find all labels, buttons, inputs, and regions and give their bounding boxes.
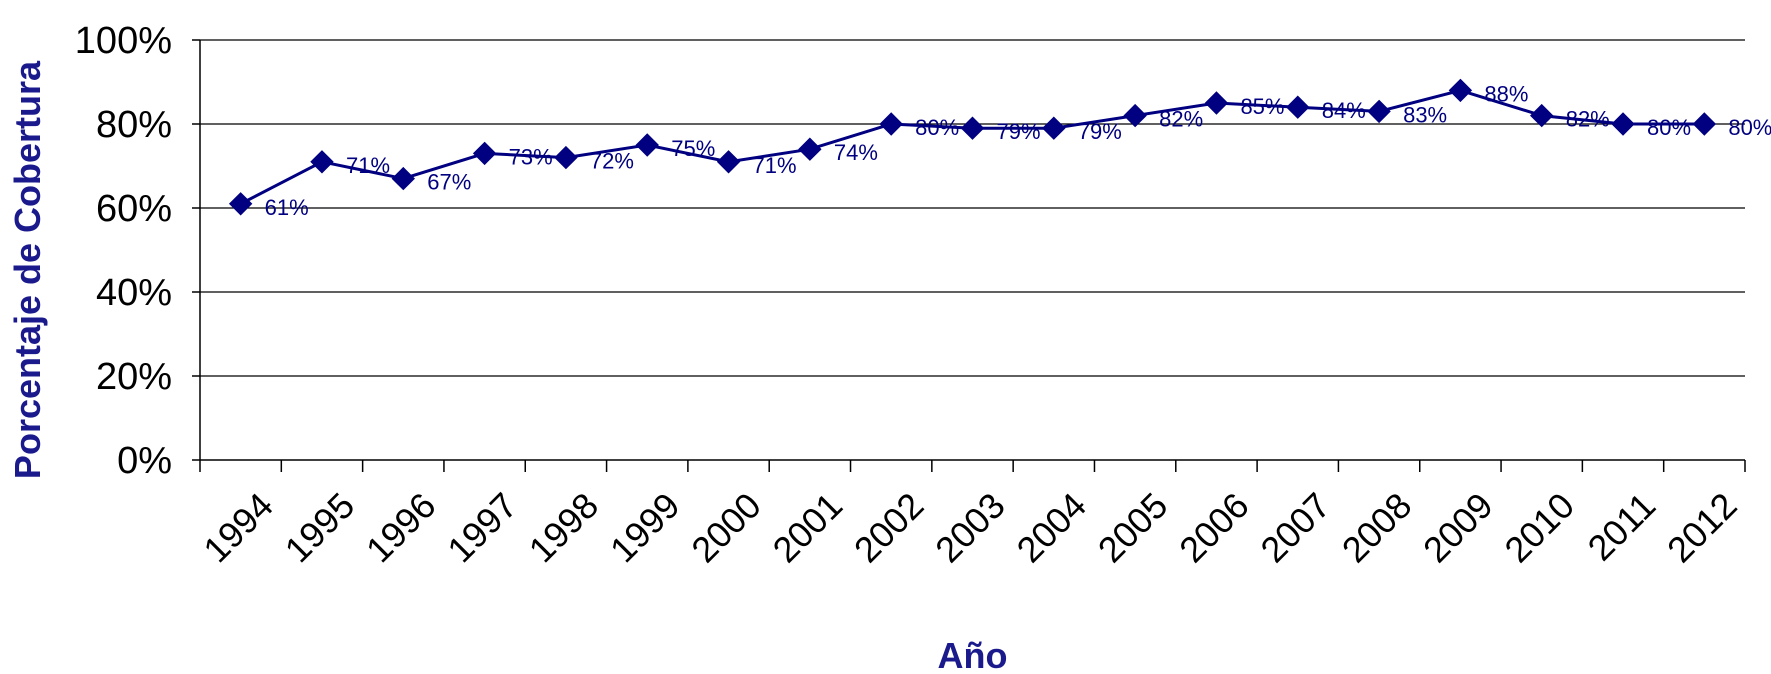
data-point-marker [879,112,903,136]
data-point-marker [228,192,253,216]
data-labels: 61% 71% 67% 73% 72% 75% 71% 74% 80% 79% 79% 82% 85% 8… [265,81,1771,219]
data-label: 85% [1240,94,1284,119]
data-label: 80% [1647,115,1691,140]
series-layer [228,78,1717,216]
data-point-marker [310,150,334,174]
data-label: 72% [590,149,634,174]
y-tick-label: 0% [117,440,172,482]
data-label: 79% [1078,119,1122,144]
data-label: 83% [1403,102,1447,127]
data-label: 88% [1484,81,1528,106]
data-point-marker [716,150,741,174]
data-label: 73% [509,144,553,169]
data-point-marker [1448,78,1473,103]
data-label: 80% [915,115,959,140]
data-point-marker [635,133,659,157]
data-point-marker [554,145,578,170]
data-label: 79% [997,119,1041,144]
data-label: 75% [671,136,715,161]
x-axis [199,40,1746,472]
data-label: 74% [834,140,878,165]
data-label: 82% [1159,107,1203,132]
data-point-marker [1692,112,1717,136]
y-tick-label: 80% [96,104,172,146]
y-tick-label: 100% [75,20,172,62]
data-label: 61% [265,195,309,220]
y-tick-label: 40% [96,272,172,314]
data-label: 84% [1322,98,1366,123]
data-point-marker [472,141,497,166]
data-label: 82% [1566,107,1610,132]
data-label: 67% [427,170,471,195]
data-label: 71% [346,153,390,178]
y-axis-title: Porcentaje de Cobertura [7,60,48,479]
data-point-marker [1286,95,1310,119]
y-tick-label: 60% [96,188,172,230]
data-point-marker [960,116,985,140]
data-point-marker [798,137,822,161]
x-axis-title: Año [938,635,1008,674]
y-axis-ticks: 0% 20% 40% 60% 80% 100% [75,20,200,482]
data-point-marker [391,166,415,191]
data-point-marker [1367,99,1391,124]
data-label: 71% [753,153,797,178]
data-point-marker [1042,116,1066,140]
data-label: 80% [1728,115,1771,140]
y-tick-label: 20% [96,356,172,398]
data-point-marker [1204,91,1229,115]
data-point-marker [1123,103,1147,128]
data-point-marker [1611,112,1635,136]
data-point-marker [1530,103,1554,128]
